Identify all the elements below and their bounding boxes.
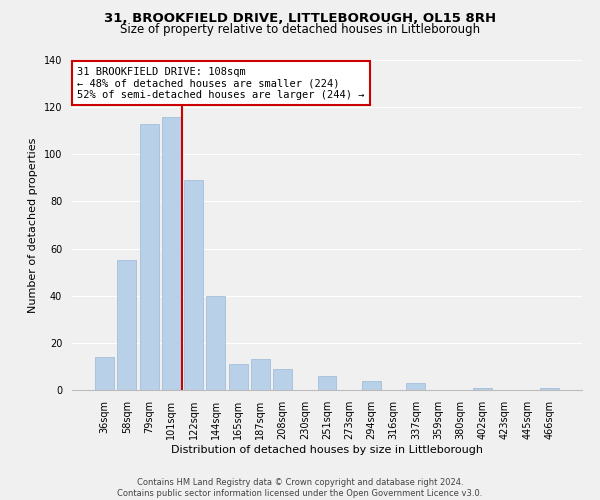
Text: 31 BROOKFIELD DRIVE: 108sqm
← 48% of detached houses are smaller (224)
52% of se: 31 BROOKFIELD DRIVE: 108sqm ← 48% of det… [77, 66, 365, 100]
Y-axis label: Number of detached properties: Number of detached properties [28, 138, 38, 312]
Bar [184, 180, 203, 390]
Text: 31, BROOKFIELD DRIVE, LITTLEBOROUGH, OL15 8RH: 31, BROOKFIELD DRIVE, LITTLEBOROUGH, OL1… [104, 12, 496, 26]
Text: Size of property relative to detached houses in Littleborough: Size of property relative to detached ho… [120, 22, 480, 36]
Bar [206, 296, 225, 390]
Bar [162, 116, 181, 390]
Bar [118, 260, 136, 390]
X-axis label: Distribution of detached houses by size in Littleborough: Distribution of detached houses by size … [171, 444, 483, 454]
Bar [140, 124, 158, 390]
Bar [473, 388, 492, 390]
Bar [251, 360, 270, 390]
Bar [273, 369, 292, 390]
Bar [362, 380, 381, 390]
Bar [540, 388, 559, 390]
Bar [317, 376, 337, 390]
Bar [229, 364, 248, 390]
Bar [95, 357, 114, 390]
Text: Contains HM Land Registry data © Crown copyright and database right 2024.
Contai: Contains HM Land Registry data © Crown c… [118, 478, 482, 498]
Bar [406, 383, 425, 390]
